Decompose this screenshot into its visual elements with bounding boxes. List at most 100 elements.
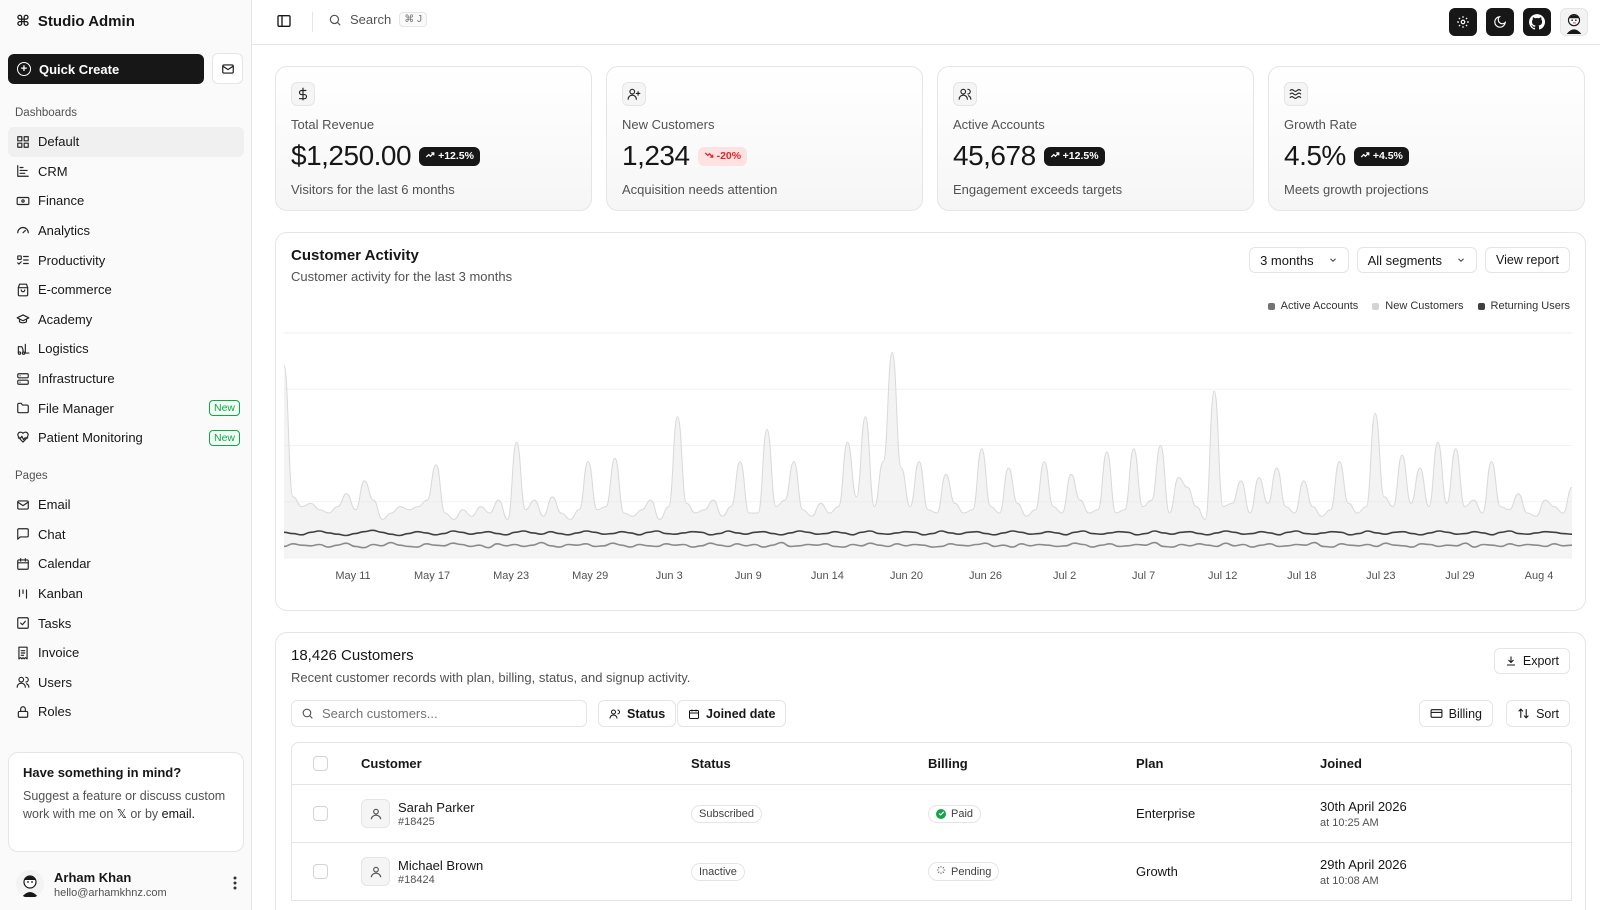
joined-cell: 30th April 2026 at 10:25 AM: [1320, 799, 1560, 829]
range-select[interactable]: 3 months: [1249, 247, 1349, 273]
user-menu[interactable]: Arham Khan hello@arhamkhnz.com: [16, 866, 244, 902]
sidebar-item-email[interactable]: Email: [8, 490, 244, 520]
sort-button[interactable]: Sort: [1506, 700, 1570, 727]
x-tick-label: May 23: [493, 570, 529, 582]
download-icon: [1506, 656, 1515, 666]
series-area-2: [284, 530, 1572, 558]
joined-date-filter-button[interactable]: Joined date: [677, 700, 787, 727]
kpi-label: Active Accounts: [953, 117, 1045, 132]
sidebar-item-label: Academy: [38, 311, 93, 327]
server-icon: [16, 372, 30, 386]
account-avatar[interactable]: [1560, 8, 1588, 36]
sidebar-item-file-manager[interactable]: File Manager New: [8, 393, 244, 423]
email-link[interactable]: email.: [161, 807, 195, 821]
sidebar-item-calendar[interactable]: Calendar: [8, 549, 244, 579]
quick-create-button[interactable]: + Quick Create: [8, 54, 204, 84]
billing-text: Paid: [951, 807, 974, 820]
legend-item-new-customers[interactable]: New Customers: [1372, 300, 1464, 312]
sidebar-item-kanban[interactable]: Kanban: [8, 579, 244, 609]
billing-button[interactable]: Billing: [1418, 700, 1493, 727]
brand[interactable]: ⌘ Studio Admin: [16, 12, 135, 31]
col-customer[interactable]: Customer: [361, 756, 422, 771]
sidebar-item-analytics[interactable]: Analytics: [8, 216, 244, 246]
customers-table: Customer Status Billing Plan Joined Sara…: [291, 742, 1572, 901]
sidebar-item-label: E-commerce: [38, 282, 112, 298]
customers-card: 18,426 Customers Recent customer records…: [275, 632, 1586, 910]
sidebar-item-tasks[interactable]: Tasks: [8, 608, 244, 638]
series-line-0: [283, 351, 1573, 520]
select-all-checkbox[interactable]: [313, 756, 328, 771]
sidebar-item-label: Roles: [38, 704, 72, 720]
trending-down-icon: [704, 150, 714, 163]
col-billing[interactable]: Billing: [928, 756, 968, 771]
status-badge: Subscribed: [691, 804, 763, 823]
kpi-footer: Visitors for the last 6 months: [291, 182, 455, 197]
legend-swatch: [1372, 302, 1380, 310]
x-link[interactable]: 𝕏: [116, 807, 127, 821]
topbar-actions: [1449, 8, 1588, 36]
sidebar-item-finance[interactable]: Finance: [8, 186, 244, 216]
customer-name[interactable]: Sarah Parker: [398, 799, 475, 815]
search-trigger[interactable]: Search ⌘ J: [328, 12, 427, 27]
github-button[interactable]: [1523, 8, 1551, 36]
sidebar-item-academy[interactable]: Academy: [8, 305, 244, 335]
export-button[interactable]: Export: [1493, 648, 1570, 674]
avatar-illustration-icon: [1566, 14, 1582, 34]
export-label: Export: [1522, 654, 1559, 668]
joined-time: at 10:08 AM: [1320, 874, 1379, 887]
row-checkbox[interactable]: [313, 806, 328, 821]
more-vertical-icon[interactable]: [232, 876, 238, 890]
segment-select[interactable]: All segments: [1356, 247, 1477, 273]
legend-item-active-accounts[interactable]: Active Accounts: [1267, 300, 1358, 312]
users-icon: [953, 82, 977, 106]
user-email: hello@arhamkhnz.com: [54, 886, 167, 899]
col-plan[interactable]: Plan: [1136, 756, 1164, 771]
sidebar-item-roles[interactable]: Roles: [8, 697, 244, 727]
status-filter-button[interactable]: Status: [598, 700, 677, 727]
settings-button[interactable]: [1449, 8, 1477, 36]
sidebar-item-crm[interactable]: CRM: [8, 157, 244, 187]
sidebar-item-default[interactable]: Default: [8, 127, 244, 157]
sidebar-item-productivity[interactable]: Productivity: [8, 245, 244, 275]
legend-item-returning-users[interactable]: Returning Users: [1477, 300, 1570, 312]
billing-text: Pending: [951, 865, 992, 878]
view-report-button[interactable]: View report: [1485, 247, 1570, 273]
kpi-delta: +12.5%: [438, 150, 474, 162]
joined-time: at 10:25 AM: [1320, 816, 1379, 829]
col-joined[interactable]: Joined: [1320, 756, 1362, 771]
sidebar-item-infrastructure[interactable]: Infrastructure: [8, 364, 244, 394]
lock-icon: [16, 705, 30, 719]
row-checkbox[interactable]: [313, 864, 328, 879]
billing-badge: Pending: [928, 862, 1000, 881]
inbox-button[interactable]: [212, 53, 243, 84]
customer-search-input[interactable]: Search customers...: [291, 700, 587, 727]
col-status[interactable]: Status: [691, 756, 731, 771]
customer-cell: Sarah Parker #18425: [361, 799, 691, 828]
waves-icon: [1284, 82, 1308, 106]
table-row[interactable]: Michael Brown #18424 Inactive Pending Gr…: [292, 843, 1571, 901]
dollar-icon: [291, 82, 315, 106]
sidebar-item-chat[interactable]: Chat: [8, 520, 244, 550]
sidebar-item-label: Analytics: [38, 223, 91, 239]
sidebar-item-invoice[interactable]: Invoice: [8, 638, 244, 668]
banknote-icon: [16, 194, 30, 208]
folder-icon: [16, 401, 30, 415]
topbar: Search ⌘ J: [252, 0, 1600, 45]
series-line-1: [283, 541, 1573, 549]
sidebar-toggle-icon[interactable]: [276, 13, 292, 29]
sidebar-item-logistics[interactable]: Logistics: [8, 334, 244, 364]
sidebar: ⌘ Studio Admin + Quick Create Dashboards…: [0, 0, 252, 910]
theme-toggle-button[interactable]: [1486, 8, 1514, 36]
sidebar-item-e-commerce[interactable]: E-commerce: [8, 275, 244, 305]
row-select-cell: [292, 864, 361, 879]
table-row[interactable]: Sarah Parker #18425 Subscribed Paid Ente…: [292, 785, 1571, 843]
sidebar-item-users[interactable]: Users: [8, 668, 244, 698]
new-badge: New: [208, 400, 240, 417]
series-area-0: [284, 352, 1572, 558]
joined-date: 30th April 2026: [1320, 798, 1407, 814]
x-tick-label: Jun 9: [735, 570, 762, 582]
customer-name[interactable]: Michael Brown: [398, 857, 484, 873]
trending-up-icon: [1050, 150, 1060, 163]
kpi-delta: +4.5%: [1372, 150, 1403, 162]
sidebar-item-patient-monitoring[interactable]: Patient Monitoring New: [8, 423, 244, 453]
